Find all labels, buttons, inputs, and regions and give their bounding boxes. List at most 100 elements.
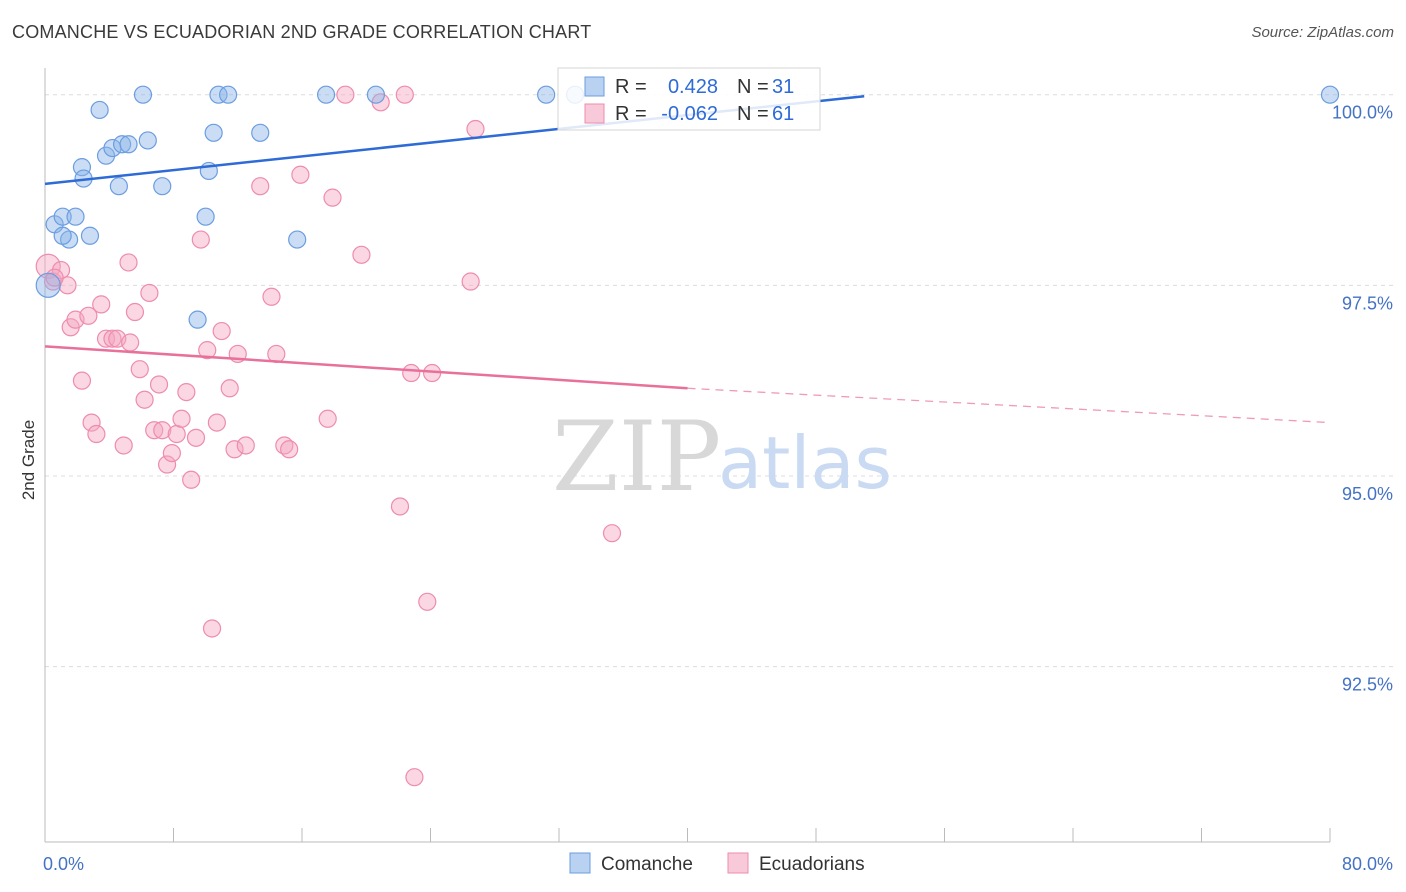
ecuadorian-point <box>280 440 299 459</box>
watermark-zip: ZIP <box>552 401 721 513</box>
ecuadorian-point <box>172 409 191 428</box>
axes: 100.0% 97.5% 95.0% 92.5% 0.0% 80.0% <box>43 68 1393 874</box>
ecuadorian-trend-extension <box>687 387 1331 424</box>
comanche-point <box>80 226 100 245</box>
ecuadorian-point <box>202 619 222 638</box>
comanche-point <box>66 207 85 226</box>
watermark: ZIP atlas <box>552 401 892 513</box>
y-tick-label: 95.0% <box>1342 484 1393 504</box>
ecuadorian-point <box>114 436 133 455</box>
ecuadorian-point <box>225 440 244 459</box>
bottom-legend-swatch-ecuadorians <box>727 852 749 874</box>
comanche-point <box>219 85 238 104</box>
comanche-point <box>138 131 157 150</box>
bottom-legend-label-comanche: Comanche <box>601 854 693 875</box>
chart-title: COMANCHE VS ECUADORIAN 2ND GRADE CORRELA… <box>12 22 592 42</box>
ecuadorian-point <box>323 188 342 207</box>
ecuadorian-point <box>352 245 371 264</box>
ecuadorian-point <box>82 413 101 432</box>
legend-r-value: 0.428 <box>668 76 718 98</box>
ecuadorian-point <box>291 165 310 184</box>
y-axis-label: 2nd Grade <box>19 420 38 500</box>
x-tick-label: 0.0% <box>43 854 84 874</box>
legend-n-value: 31 <box>772 76 794 98</box>
ecuadorian-point <box>212 321 231 341</box>
trend-lines <box>44 94 1331 424</box>
comanche-point <box>204 123 223 142</box>
legend-r-label: R = <box>615 103 647 125</box>
comanche-point <box>119 135 138 154</box>
legend-r-value: -0.062 <box>661 103 718 125</box>
comanche-point <box>209 85 228 104</box>
ecuadorian-point <box>177 382 196 402</box>
comanche-point <box>316 85 336 104</box>
comanche-point <box>53 226 72 245</box>
comanche-point <box>96 146 116 165</box>
ecuadorian-point <box>79 306 98 325</box>
ecuadorian-point <box>318 409 337 428</box>
comanche-point <box>537 85 556 104</box>
ecuadorian-point <box>130 360 149 379</box>
comanche-point <box>366 85 385 104</box>
ecuadorian-point <box>182 470 201 489</box>
gridlines <box>45 94 1395 668</box>
ecuadorian-point <box>35 253 61 279</box>
comanche-point <box>1320 85 1340 104</box>
ecuadorian-point <box>119 253 138 272</box>
y-tick-label: 97.5% <box>1342 293 1393 313</box>
ecuadorian-point <box>418 592 437 611</box>
ecuadorian-point <box>336 85 355 104</box>
ecuadorian-point <box>251 177 270 196</box>
chart-source: Source: ZipAtlas.com <box>1251 24 1394 41</box>
ecuadorian-point <box>87 424 106 444</box>
comanche-point <box>153 177 172 196</box>
ecuadorian-point <box>157 455 177 474</box>
legend-n-label: N = <box>737 103 769 125</box>
ecuadorian-point <box>220 379 239 398</box>
ecuadorian-point <box>236 436 255 455</box>
bottom-legend-swatch-comanche <box>569 852 591 874</box>
y-tick-label: 92.5% <box>1342 675 1393 695</box>
ecuadorian-point <box>402 363 421 383</box>
watermark-atlas: atlas <box>718 421 892 505</box>
comanche-point <box>72 158 92 177</box>
comanche-point <box>188 310 207 329</box>
comanche-point <box>90 100 109 120</box>
data-points <box>35 85 1340 787</box>
legend-swatch-ecuadorian <box>584 103 605 124</box>
ecuadorian-point <box>405 768 424 787</box>
ecuadorian-point <box>466 119 485 139</box>
ecuadorian-point <box>92 295 111 314</box>
comanche-point <box>251 123 270 142</box>
comanche-point <box>196 207 215 226</box>
ecuadorian-point <box>51 260 71 280</box>
legend-n-label: N = <box>737 76 769 98</box>
ecuadorian-point <box>186 428 206 447</box>
ecuadorian-point <box>167 424 186 444</box>
ecuadorian-point <box>390 497 410 516</box>
comanche-point <box>53 207 72 226</box>
ecuadorian-point <box>135 390 154 409</box>
ecuadorian-point <box>125 302 145 322</box>
bottom-legend: Comanche Ecuadorians <box>569 852 865 875</box>
ecuadorian-point <box>461 272 480 291</box>
ecuadorian-point <box>395 85 414 104</box>
ecuadorian-point <box>103 329 122 348</box>
ecuadorian-point <box>207 413 226 432</box>
legend-n-value: 61 <box>772 103 794 125</box>
legend-r-label: R = <box>615 76 647 98</box>
ecuadorian-point <box>191 230 210 249</box>
x-tick-label: 80.0% <box>1342 854 1393 874</box>
ecuadorian-point <box>72 371 92 390</box>
comanche-point <box>112 135 132 154</box>
comanche-point <box>35 272 61 298</box>
comanche-point <box>133 85 153 104</box>
ecuadorian-point <box>198 341 217 360</box>
ecuadorian-point <box>140 283 159 303</box>
bottom-legend-label-ecuadorians: Ecuadorians <box>759 854 865 875</box>
y-tick-label: 100.0% <box>1332 103 1393 123</box>
ecuadorian-trend-line <box>44 345 688 390</box>
ecuadorian-point <box>153 421 172 440</box>
comanche-point <box>288 230 307 249</box>
